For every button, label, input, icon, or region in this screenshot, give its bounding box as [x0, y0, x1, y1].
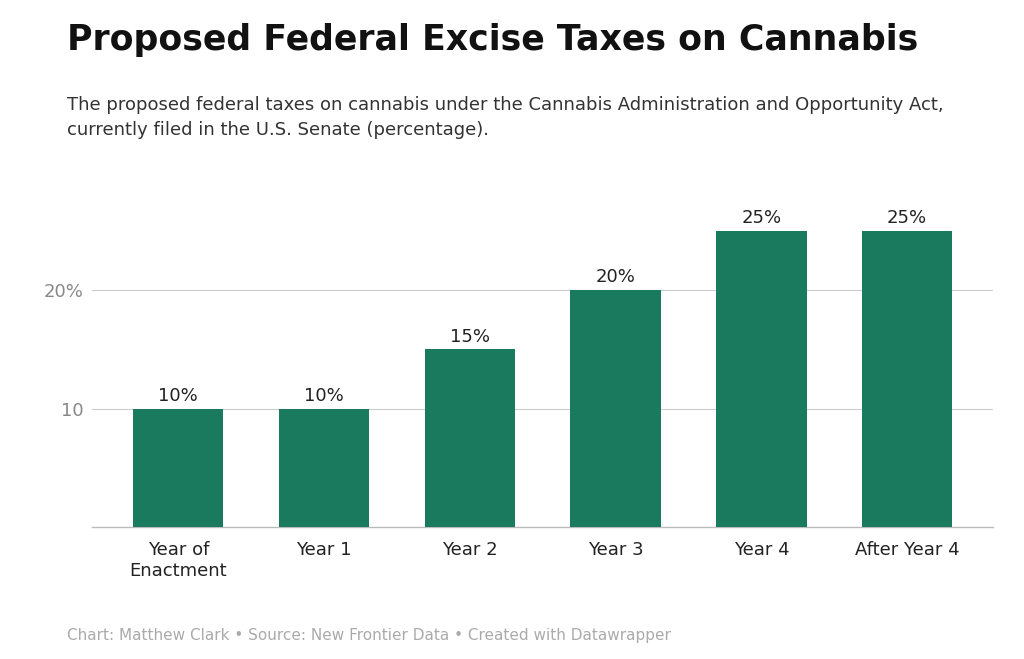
Text: 25%: 25%: [887, 209, 927, 227]
Bar: [279, 409, 370, 527]
Text: 25%: 25%: [741, 209, 781, 227]
Bar: [716, 231, 807, 527]
Text: The proposed federal taxes on cannabis under the Cannabis Administration and Opp: The proposed federal taxes on cannabis u…: [67, 96, 943, 138]
Text: Proposed Federal Excise Taxes on Cannabis: Proposed Federal Excise Taxes on Cannabi…: [67, 23, 918, 57]
Bar: [570, 290, 660, 527]
Text: 10%: 10%: [304, 387, 344, 405]
Text: 10%: 10%: [159, 387, 199, 405]
Text: 15%: 15%: [450, 328, 489, 346]
Text: Chart: Matthew Clark • Source: New Frontier Data • Created with Datawrapper: Chart: Matthew Clark • Source: New Front…: [67, 627, 671, 643]
Text: 20%: 20%: [596, 268, 636, 287]
Bar: [862, 231, 952, 527]
Bar: [425, 349, 515, 527]
Bar: [133, 409, 223, 527]
